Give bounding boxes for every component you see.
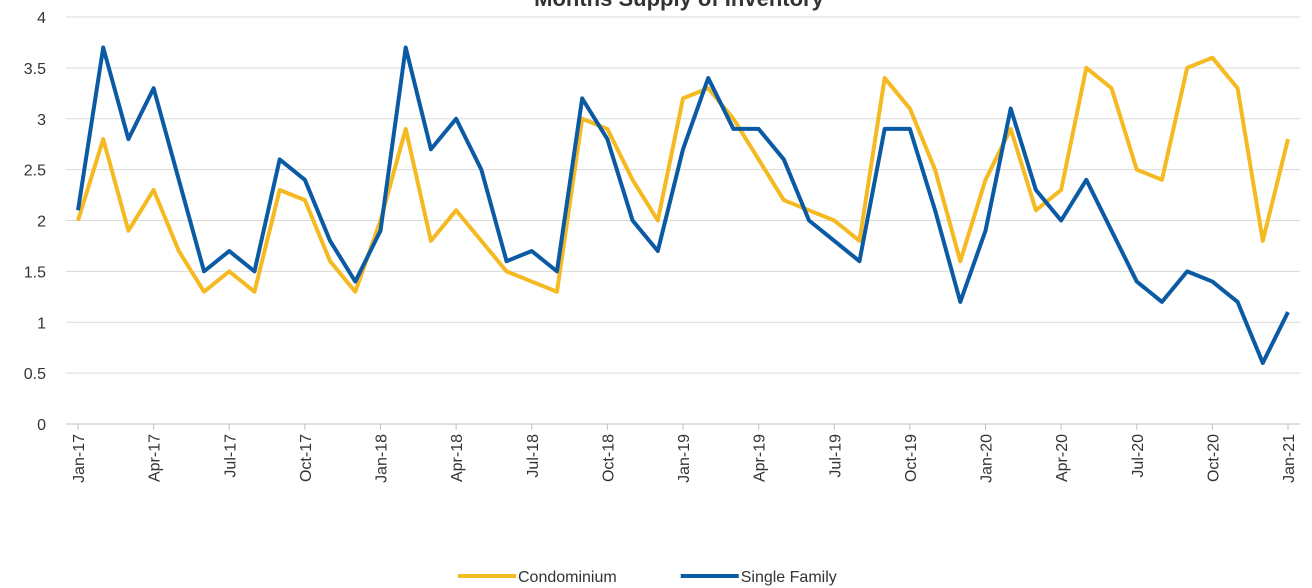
line-series [76, 55, 1290, 294]
x-tick-label: Jan-18 [374, 434, 391, 483]
x-tick-label: Jan-19 [676, 434, 693, 483]
x-tick-label: Jan-17 [71, 434, 88, 483]
y-tick-label: 1.5 [24, 264, 46, 281]
y-tick-label: 3 [37, 112, 46, 129]
y-tick-label: 0 [37, 417, 46, 434]
x-tick-label: Apr-20 [1054, 434, 1071, 482]
y-tick-label: 3.5 [24, 61, 46, 78]
line-series [76, 45, 1290, 365]
x-tick-label: Apr-17 [147, 434, 164, 482]
y-tick-label: 0.5 [24, 366, 46, 383]
x-tick-label: Jan-20 [979, 434, 996, 483]
x-tick-label: Oct-19 [903, 434, 920, 482]
x-tick-label: Oct-20 [1205, 434, 1222, 482]
legend-label: Single Family [741, 569, 837, 586]
y-tick-label: 1 [37, 315, 46, 332]
x-tick-label: Jul-17 [222, 434, 239, 478]
y-tick-label: 2.5 [24, 163, 46, 180]
chart-title: Months Supply of Inventory [534, 0, 824, 11]
x-tick-label: Apr-18 [449, 434, 466, 482]
x-tick-label: Jan-21 [1281, 434, 1298, 483]
legend-label: Condominium [518, 569, 617, 586]
x-tick-label: Jul-18 [525, 434, 542, 478]
x-tick-label: Jul-19 [827, 434, 844, 478]
x-tick-label: Oct-18 [600, 434, 617, 482]
x-tick-label: Apr-19 [752, 434, 769, 482]
x-tick-label: Jul-20 [1130, 434, 1147, 478]
y-tick-label: 4 [37, 10, 46, 27]
y-tick-label: 2 [37, 214, 46, 231]
x-tick-label: Oct-17 [298, 434, 315, 482]
